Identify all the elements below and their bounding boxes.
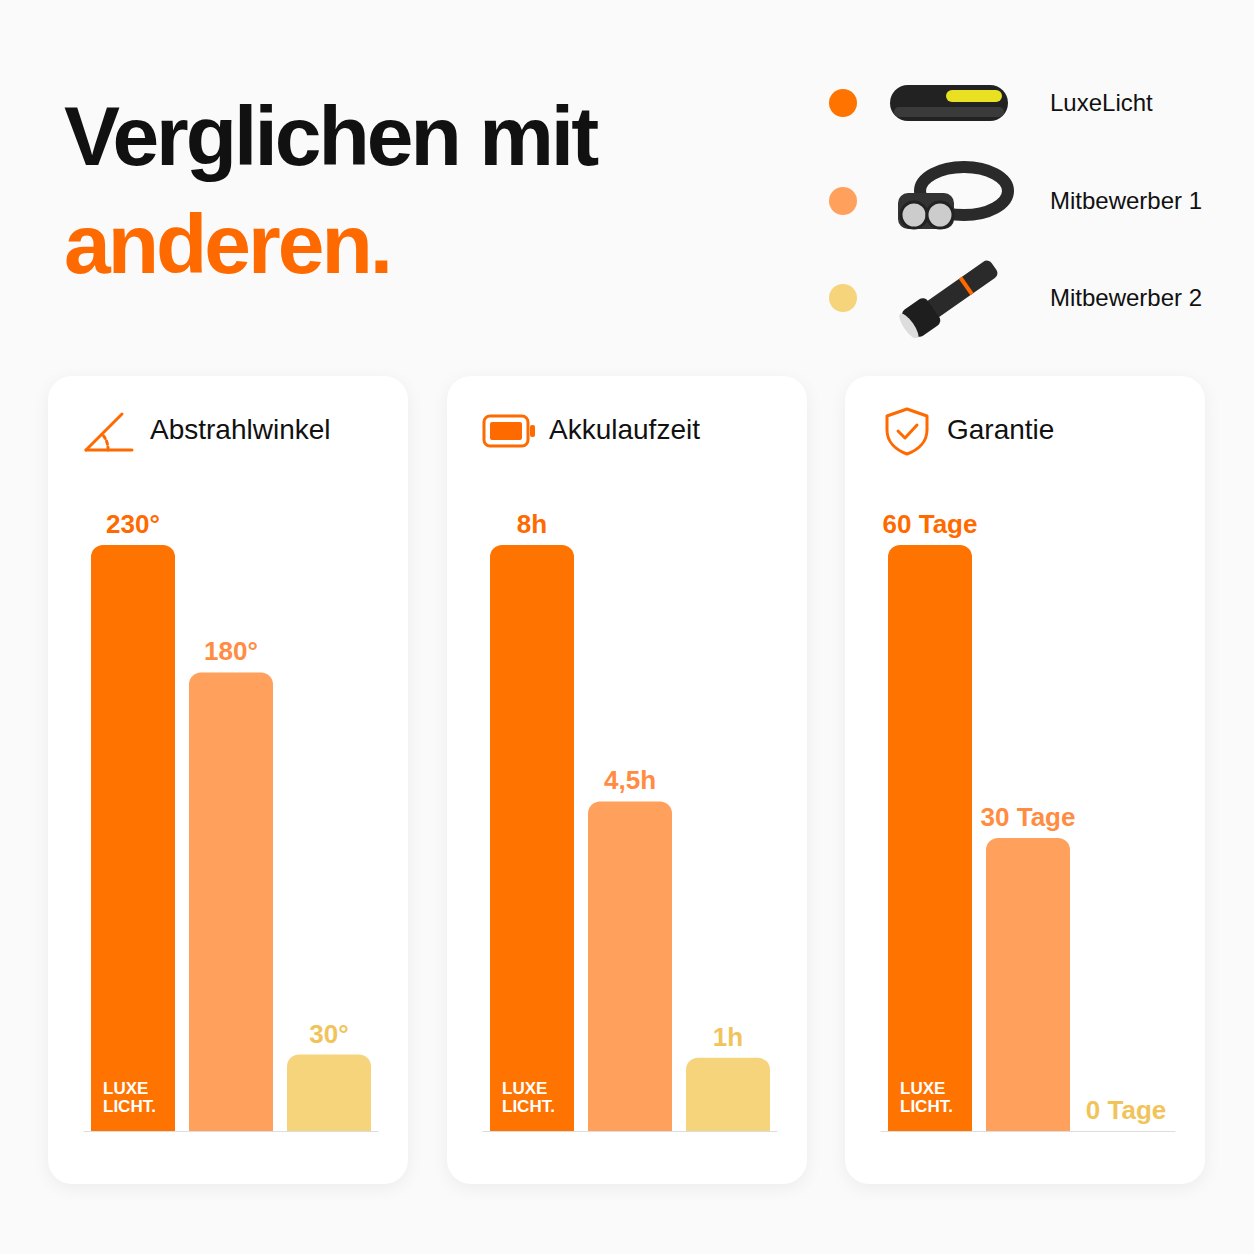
svg-text:LICHT.: LICHT. — [900, 1097, 953, 1116]
svg-text:30 Tage: 30 Tage — [981, 802, 1076, 832]
html-text:anderen.: anderen. — [64, 197, 391, 291]
svg-text:LUXE: LUXE — [502, 1079, 547, 1098]
svg-text:LUXE: LUXE — [103, 1079, 148, 1098]
svg-text:8h: 8h — [517, 509, 547, 539]
svg-text:180°: 180° — [204, 636, 258, 666]
svg-text:0 Tage: 0 Tage — [1086, 1095, 1166, 1125]
html-text:Mitbewerber 2: Mitbewerber 2 — [1050, 284, 1203, 311]
svg-text:LUXE: LUXE — [900, 1079, 945, 1098]
html-text:Abstrahlwinkel: Abstrahlwinkel — [150, 414, 331, 445]
html-text:Mitbewerber 1: Mitbewerber 1 — [1050, 187, 1203, 214]
svg-text:30°: 30° — [309, 1019, 348, 1049]
html-text:Akkulaufzeit: Akkulaufzeit — [549, 414, 700, 445]
svg-text:230°: 230° — [106, 509, 160, 539]
html-text:Verglichen mit: Verglichen mit — [64, 89, 597, 183]
html-text:LuxeLicht: LuxeLicht — [1050, 89, 1153, 116]
svg-text:1h: 1h — [713, 1022, 743, 1052]
svg-text:60 Tage: 60 Tage — [883, 509, 978, 539]
svg-text:LICHT.: LICHT. — [502, 1097, 555, 1116]
svg-text:4,5h: 4,5h — [604, 765, 656, 795]
html-text:Garantie: Garantie — [947, 414, 1055, 445]
svg-text:LICHT.: LICHT. — [103, 1097, 156, 1116]
